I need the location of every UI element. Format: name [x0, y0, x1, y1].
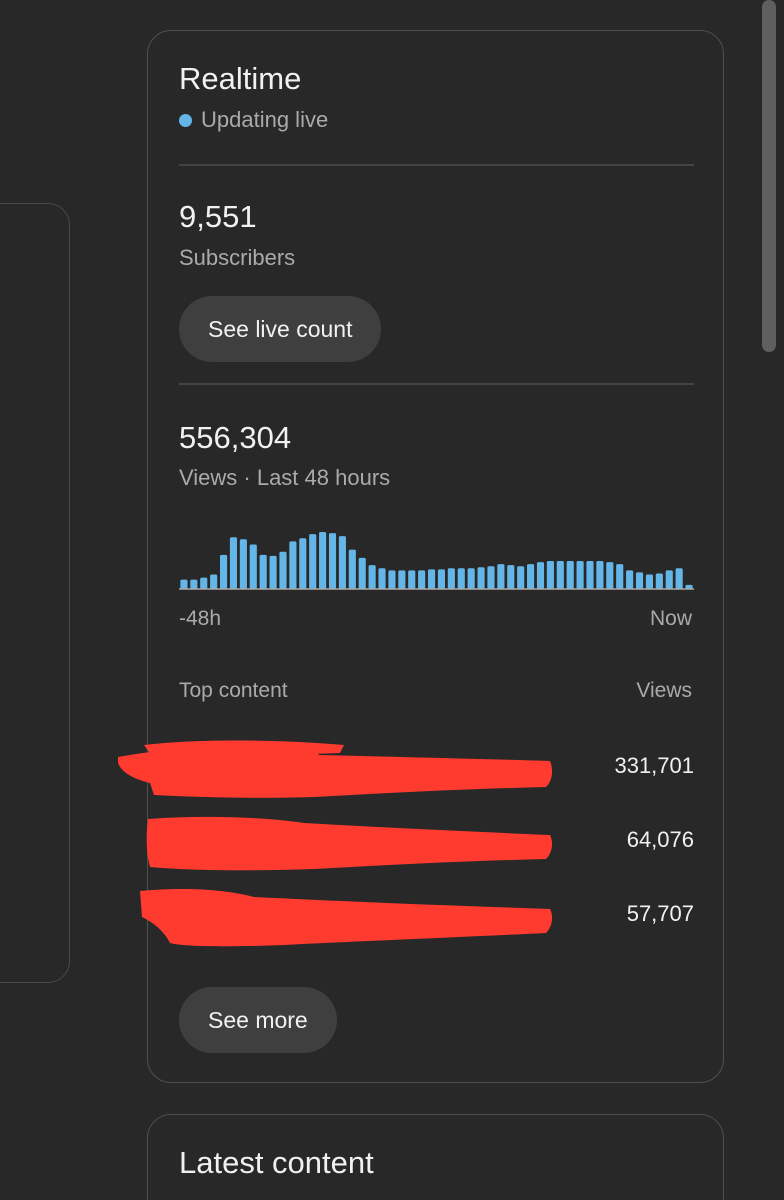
redacted-title	[146, 816, 553, 871]
chart-bar	[467, 568, 475, 589]
chart-bar	[626, 570, 634, 589]
chart-bar	[269, 555, 277, 589]
chart-bar	[566, 561, 574, 589]
top-content-row[interactable]: 331,701	[118, 739, 725, 799]
views-bar-chart	[179, 532, 694, 590]
x-tick-end: Now	[649, 607, 692, 630]
subscribers-label: Subscribers	[179, 245, 296, 270]
chart-bar	[497, 564, 505, 589]
chart-bar	[457, 568, 465, 589]
redacted-title	[118, 740, 553, 798]
chart-bar	[259, 554, 267, 589]
top-content-row[interactable]: 57,707	[140, 887, 725, 947]
divider	[179, 164, 694, 166]
chart-bar	[239, 539, 247, 589]
chart-bar	[645, 574, 653, 589]
see-live-count-button[interactable]: See live count	[179, 296, 382, 362]
chart-bar	[200, 577, 208, 589]
chart-bar	[675, 568, 683, 589]
views-count: 556,304	[179, 420, 292, 455]
chart-bar	[665, 570, 673, 589]
chart-bar	[447, 568, 455, 589]
views-column-header: Views	[636, 679, 692, 702]
chart-bar	[418, 570, 426, 589]
chart-bar	[616, 564, 624, 589]
redacted-title	[140, 889, 553, 947]
chart-bar	[536, 562, 545, 589]
chart-bar	[685, 584, 693, 589]
latest-content-title: Latest content	[179, 1145, 374, 1180]
chart-bar	[328, 533, 337, 589]
chart-bar	[180, 579, 188, 589]
chart-bar	[487, 566, 495, 589]
chart-bar	[348, 549, 356, 589]
chart-bar	[517, 566, 525, 589]
left-card-partial	[0, 203, 70, 983]
chart-bar	[249, 544, 257, 589]
chart-bar	[507, 565, 515, 589]
live-status: Updating live	[179, 107, 328, 133]
chart-bar	[596, 561, 604, 589]
chart-bar	[586, 561, 594, 589]
chart-bar	[556, 561, 564, 589]
see-more-button[interactable]: See more	[179, 987, 337, 1053]
scrollbar-thumb[interactable]	[762, 0, 776, 352]
realtime-title: Realtime	[179, 61, 302, 96]
live-status-label: Updating live	[201, 107, 329, 132]
chart-bar	[378, 568, 386, 589]
chart-bar	[279, 551, 287, 589]
x-tick-start: -48h	[179, 607, 222, 630]
live-dot-icon	[179, 113, 192, 127]
chart-bar	[319, 532, 327, 589]
chart-bar	[655, 573, 663, 589]
realtime-card: Realtime Updating live 9,551 Subscribers…	[118, 30, 725, 1083]
chart-bar	[398, 570, 406, 589]
chart-bar	[210, 574, 218, 589]
chart-bar	[437, 569, 446, 589]
chart-bar	[635, 572, 644, 589]
chart-bar	[606, 562, 614, 589]
chart-bar	[289, 541, 297, 589]
chart-bar	[546, 561, 554, 589]
chart-bar	[229, 537, 238, 589]
chart-bar	[427, 569, 436, 589]
views-period-label: Views · Last 48 hours	[179, 465, 391, 490]
chart-bar	[190, 579, 198, 589]
row-views: 57,707	[626, 901, 694, 926]
chart-bar	[368, 565, 376, 589]
chart-bar	[299, 538, 307, 589]
chart-bar	[477, 567, 485, 589]
chart-bar	[388, 570, 396, 589]
chart-bar	[576, 561, 584, 589]
row-views: 64,076	[626, 827, 694, 852]
top-content-row[interactable]: 64,076	[146, 813, 725, 873]
subscriber-count: 9,551	[179, 199, 257, 234]
chart-bar	[408, 570, 416, 589]
divider	[179, 383, 694, 385]
latest-content-card: Latest content	[147, 1114, 724, 1200]
chart-bar	[527, 564, 535, 589]
row-views: 331,701	[614, 753, 694, 778]
top-content-header: Top content	[179, 679, 288, 702]
chart-bar	[338, 536, 346, 589]
chart-bar	[309, 534, 317, 589]
chart-bar	[220, 554, 228, 589]
chart-bar	[358, 557, 366, 589]
